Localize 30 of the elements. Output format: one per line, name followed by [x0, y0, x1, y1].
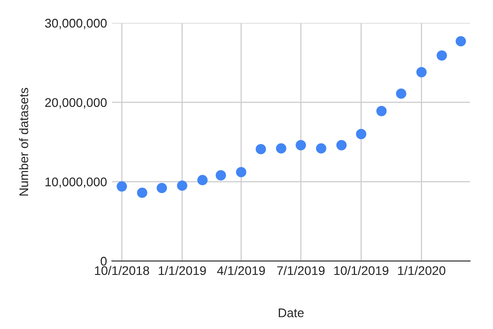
point — [216, 170, 226, 180]
x-tick-label: 10/1/2019 — [334, 266, 388, 276]
point — [436, 50, 447, 61]
x-axis-title: Date — [278, 308, 304, 318]
x-tick-label: 1/1/2019 — [158, 266, 206, 276]
point — [336, 140, 347, 150]
point — [177, 180, 188, 191]
point — [416, 67, 427, 78]
x-tick-label: 4/1/2019 — [217, 266, 265, 276]
point — [296, 140, 306, 150]
y-tick-label: 30,000,000 — [45, 18, 107, 30]
x-tick-label: 10/1/2018 — [94, 266, 150, 276]
point — [156, 182, 167, 194]
point — [316, 143, 326, 154]
point — [256, 144, 266, 154]
x-tick-label: 1/1/2020 — [398, 266, 446, 276]
point — [456, 36, 466, 46]
point — [137, 188, 148, 198]
point — [356, 128, 366, 140]
y-tick-label: 0 — [100, 256, 107, 266]
point — [376, 106, 387, 116]
point — [396, 88, 406, 99]
y-tick-label: 20,000,000 — [45, 98, 107, 108]
y-tick-label: 10,000,000 — [46, 177, 107, 188]
point — [276, 143, 286, 154]
point — [197, 174, 208, 186]
point — [116, 181, 127, 192]
y-axis-title: Number of datasets — [19, 88, 28, 196]
point — [236, 166, 246, 178]
x-tick-label: 7/1/2019 — [277, 266, 325, 276]
